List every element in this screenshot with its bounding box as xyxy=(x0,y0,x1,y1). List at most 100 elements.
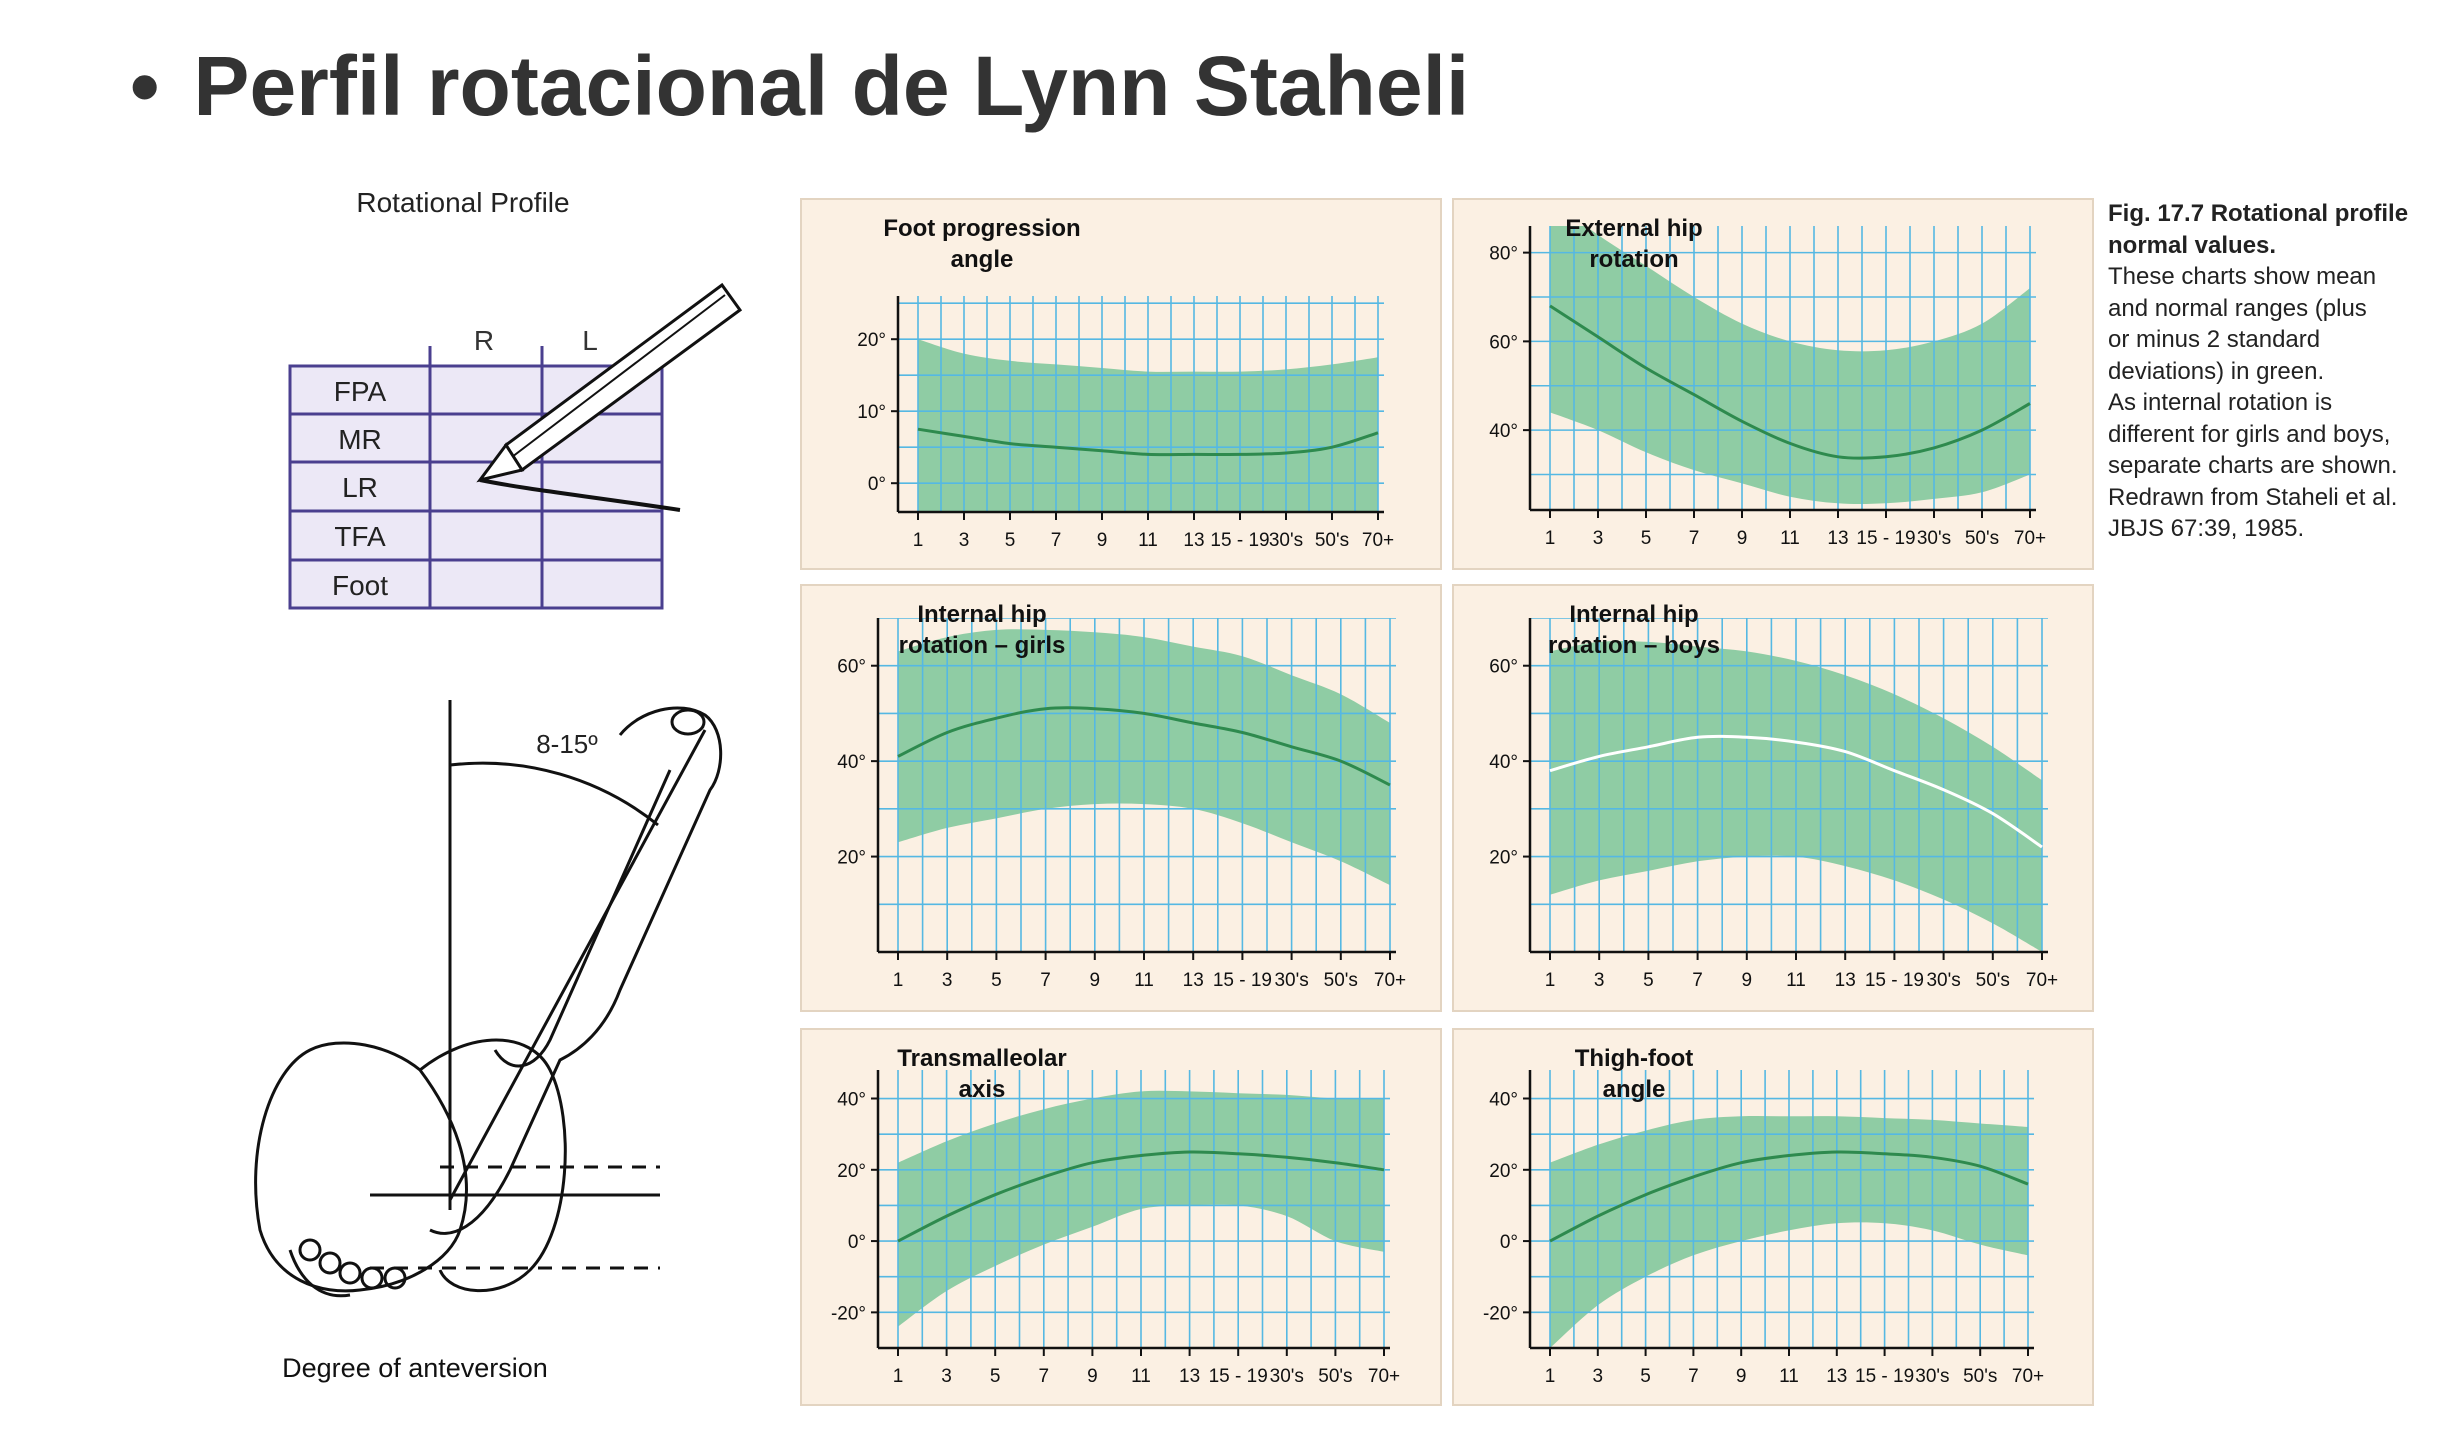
chart-title: axis xyxy=(959,1076,1006,1103)
x-tick-label: 7 xyxy=(1040,970,1051,991)
chart-thigh-foot-angle: 1 3 5 7 9 11 13 15 - 19 30's 50's 70+-20°0°20°40°T… xyxy=(1483,1045,2044,1387)
pencil-icon xyxy=(476,282,743,512)
x-tick-label: 5 xyxy=(1640,1366,1651,1387)
x-tick-label: 15 - 19 xyxy=(1865,970,1924,991)
chart-title: Internal hip xyxy=(1569,601,1698,628)
caption-line: different for girls and boys, xyxy=(2108,420,2391,448)
chart-panel-transmalleolar: 1 3 5 7 9 11 13 15 - 19 30's 50's 70+ -20° 0° 20° 40° T… xyxy=(800,1028,1442,1406)
x-tick-label: 1 xyxy=(1545,970,1556,991)
x-tick-label: 50's xyxy=(1976,970,2010,991)
y-tick-label: 40° xyxy=(1489,421,1518,442)
caption-line: As internal rotation is xyxy=(2108,389,2333,416)
chart-panel-foot-progression: 1 3 5 7 9 11 13 15 - 19 30's 50's 70+ 0° 10° 20° Foot … xyxy=(800,198,1442,570)
x-tick-label: 30's xyxy=(1274,970,1308,991)
anteversion-caption: Degree of anteversion xyxy=(282,1353,548,1383)
x-tick-label: 13 xyxy=(1835,970,1856,991)
caption-title: Fig. 17.7 Rotational profile normal valu… xyxy=(2108,200,2409,259)
y-tick-label: 40° xyxy=(837,752,866,773)
x-tick-label: 3 xyxy=(941,1366,952,1387)
x-tick-label: 30's xyxy=(1926,970,1960,991)
chart-panel-thigh-foot: 1 3 5 7 9 11 13 15 - 19 30's 50's 70+ -20° 0° 20° 40° T… xyxy=(1452,1028,2094,1406)
y-tick-label: 40° xyxy=(1489,752,1518,773)
x-tick-label: 9 xyxy=(1090,970,1101,991)
caption-line: deviations) in green. xyxy=(2108,357,2325,385)
x-tick-label: 11 xyxy=(1131,1366,1151,1387)
y-tick-label: 60° xyxy=(837,657,866,678)
x-tick-label: 5 xyxy=(1005,530,1016,551)
y-tick-label: 0° xyxy=(848,1232,866,1253)
x-tick-label: 15 - 19 xyxy=(1856,528,1915,549)
x-tick-label: 30's xyxy=(1269,530,1303,551)
anteversion-drawing xyxy=(254,700,723,1298)
chart-title: Foot progression xyxy=(883,215,1080,242)
x-tick-label: 50's xyxy=(1965,528,1999,549)
profile-row-mr: MR xyxy=(338,424,382,455)
x-tick-label: 9 xyxy=(1742,970,1753,991)
caption-line: JBJS 67:39, 1985. xyxy=(2108,515,2305,542)
chart-title: External hip xyxy=(1565,215,1702,242)
x-tick-label: 7 xyxy=(1688,1366,1699,1387)
x-tick-label: 5 xyxy=(1643,970,1654,991)
slide-title-text: Perfil rotacional de Lynn Staheli xyxy=(193,39,1470,133)
x-tick-label: 50's xyxy=(1963,1366,1997,1387)
profile-table: R L FPA MR LR TFA Foot xyxy=(288,325,664,610)
x-tick-label: 3 xyxy=(959,530,970,551)
y-tick-label: 20° xyxy=(1489,848,1518,869)
chart-external-hip-rotation: 1 3 5 7 9 11 13 15 - 19 30's 50's 70+40°60°80°Exte… xyxy=(1489,215,2046,549)
x-tick-label: 15 - 19 xyxy=(1213,970,1272,991)
chart-title: Transmalleolar xyxy=(897,1045,1066,1072)
chart-title: Internal hip xyxy=(917,601,1046,628)
anteversion-angle-label: 8-15º xyxy=(536,729,598,759)
x-tick-label: 1 xyxy=(893,1366,904,1387)
chart-foot-progression-angle: 1 3 5 7 9 11 13 15 - 19 30's 50's 70+0°10°20°Foot … xyxy=(857,215,1394,551)
caption-line: These charts show mean xyxy=(2108,263,2377,290)
figure-caption: Fig. 17.7 Rotational profile normal valu… xyxy=(2108,198,2438,545)
x-tick-label: 13 xyxy=(1179,1366,1200,1387)
x-tick-label: 30's xyxy=(1915,1366,1949,1387)
x-tick-label: 9 xyxy=(1087,1366,1098,1387)
x-tick-label: 7 xyxy=(1051,530,1062,551)
x-tick-label: 13 xyxy=(1827,528,1848,549)
y-tick-label: 40° xyxy=(837,1090,866,1111)
y-tick-label: -20° xyxy=(831,1303,866,1324)
y-tick-label: -20° xyxy=(1483,1303,1518,1324)
x-tick-label: 5 xyxy=(990,1366,1001,1387)
profile-row-lr: LR xyxy=(342,472,378,503)
x-tick-label: 9 xyxy=(1736,1366,1747,1387)
mean-line xyxy=(1549,304,2031,460)
mean-line xyxy=(897,706,1391,787)
chart-panel-internal-boys: 1 3 5 7 9 11 13 15 - 19 30's 50's 70+ 20° 40° 60° Inte… xyxy=(1452,584,2094,1012)
y-tick-label: 60° xyxy=(1489,657,1518,678)
x-tick-label: 3 xyxy=(1594,970,1605,991)
x-tick-label: 1 xyxy=(1545,528,1556,549)
chart-panel-external-hip: 1 3 5 7 9 11 13 15 - 19 30's 50's 70+ 40° 60° 80° Exte… xyxy=(1452,198,2094,570)
profile-row-tfa: TFA xyxy=(334,521,386,552)
y-tick-label: 10° xyxy=(857,402,886,423)
rotational-profile-illustration: Rotational Profile R L FPA MR LR TFA Foo… xyxy=(254,187,743,1383)
x-tick-label: 9 xyxy=(1097,530,1108,551)
y-tick-label: 40° xyxy=(1489,1090,1518,1111)
mean-line xyxy=(1549,734,2043,849)
x-tick-label: 13 xyxy=(1183,530,1204,551)
mean-line xyxy=(897,1150,1385,1243)
caption-line: separate charts are shown. xyxy=(2108,452,2398,479)
chart-internal-hip-rotation-boys: 1 3 5 7 9 11 13 15 - 19 30's 50's 70+20°40°60°Inte… xyxy=(1489,601,2058,991)
mean-line xyxy=(1549,1150,2029,1243)
caption-line: and normal ranges (plus xyxy=(2108,294,2367,322)
x-tick-label: 11 xyxy=(1134,970,1154,991)
x-tick-label: 50's xyxy=(1324,970,1358,991)
x-tick-label: 3 xyxy=(1593,528,1604,549)
x-tick-label: 11 xyxy=(1786,970,1806,991)
x-tick-label: 13 xyxy=(1826,1366,1847,1387)
x-tick-label: 11 xyxy=(1138,530,1158,551)
x-tick-label: 70+ xyxy=(1374,970,1406,991)
profile-row-fpa: FPA xyxy=(334,376,387,407)
x-tick-label: 1 xyxy=(1545,1366,1556,1387)
bullet: • xyxy=(130,39,160,133)
x-tick-label: 15 - 19 xyxy=(1210,530,1269,551)
caption-line: or minus 2 standard xyxy=(2108,326,2321,353)
y-tick-label: 80° xyxy=(1489,244,1518,265)
x-tick-label: 30's xyxy=(1917,528,1951,549)
x-tick-label: 15 - 19 xyxy=(1855,1366,1914,1387)
chart-internal-hip-rotation-girls: 1 3 5 7 9 11 13 15 - 19 30's 50's 70+20°40°60°Inte… xyxy=(837,601,1406,991)
